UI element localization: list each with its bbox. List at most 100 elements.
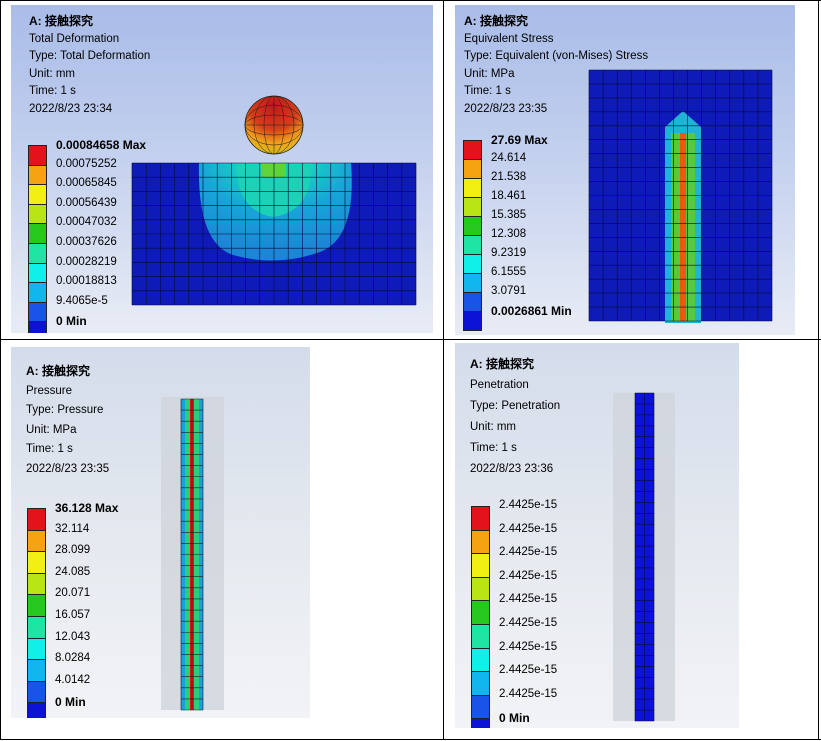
legend-label: 0 Min: [55, 695, 86, 710]
legend-swatch: [28, 321, 47, 333]
legend-label: 27.69 Max: [491, 133, 548, 147]
block-mesh-grid: [131, 162, 417, 306]
result-info: A: 接触探究 Pressure Type: Pressure Unit: MP…: [26, 362, 109, 479]
legend-label: 9.2319: [491, 247, 527, 259]
legend-label: 0.00018813: [56, 275, 117, 288]
result-time: Time: 1 s: [470, 442, 517, 454]
result-unit: Unit: MPa: [26, 423, 77, 436]
result-date: 2022/8/23 23:35: [464, 102, 548, 115]
legend-label: 32.114: [55, 522, 90, 535]
result-name: Pressure: [26, 384, 73, 397]
legend-label: 12.308: [491, 228, 527, 240]
legend-swatch: [463, 311, 482, 331]
legend-swatch: [463, 235, 482, 255]
deformation-core: [236, 163, 312, 217]
legend-swatch: [471, 624, 490, 649]
result-type: Type: Total Deformation: [29, 50, 151, 62]
legend-swatch: [27, 702, 46, 718]
sphere: [244, 95, 304, 155]
legend-label: 2.4425e-15: [499, 499, 558, 511]
legend-swatch: [463, 140, 482, 160]
legend-swatch: [27, 637, 46, 661]
block-mesh-grid: [588, 69, 773, 322]
legend-label: 0.00028219: [56, 255, 117, 268]
result-type: Type: Penetration: [470, 400, 561, 412]
legend-swatch: [471, 671, 490, 696]
legend-label: 2.4425e-15: [499, 664, 558, 677]
table-border-mid: [0, 339, 821, 340]
legend-swatch: [27, 616, 46, 639]
legend-label: 0 Min: [499, 711, 530, 726]
contact-hotspot: [261, 163, 285, 177]
result-name: Equivalent Stress: [464, 32, 554, 45]
legend-label: 3.0791: [491, 285, 527, 297]
analysis-title: A: 接触探究: [464, 14, 528, 28]
legend-swatch: [27, 529, 46, 553]
table-border-left: [0, 0, 1, 740]
legend-label: 0 Min: [56, 314, 87, 329]
result-time: Time: 1 s: [29, 85, 76, 97]
table-border-right: [818, 0, 819, 740]
legend-swatch: [463, 197, 482, 217]
legend-label: 2.4425e-15: [499, 522, 558, 535]
legend-swatch: [471, 600, 490, 625]
table-border-top: [0, 0, 821, 1]
legend-label: 0.00047032: [56, 216, 117, 229]
legend-swatch: [463, 159, 482, 179]
legend-swatch: [27, 551, 46, 574]
legend-label: 6.1555: [491, 266, 527, 278]
legend-label: 16.057: [55, 609, 91, 621]
legend-label: 36.128 Max: [55, 501, 119, 515]
result-unit: Unit: mm: [470, 421, 516, 433]
legend-swatch: [471, 506, 490, 531]
result-name: Penetration: [470, 379, 529, 391]
legend-label: 2.4425e-15: [499, 640, 558, 653]
legend-label: 15.385: [491, 209, 527, 221]
legend-swatch: [463, 292, 482, 312]
result-type: Type: Equivalent (von-Mises) Stress: [464, 50, 649, 62]
stress-peak: [680, 133, 686, 321]
analysis-title: A: 接触探究: [29, 14, 93, 28]
penetration-contour-plot: [613, 392, 675, 722]
result-info: A: 接触探究 Penetration Type: Penetration Un…: [470, 354, 560, 480]
result-unit: Unit: MPa: [464, 67, 515, 80]
legend-label: 0.00037626: [56, 236, 117, 248]
stress-contour-plot: [588, 69, 773, 323]
legend-label: 0.0026861 Min: [491, 304, 572, 318]
legend-swatch: [471, 553, 490, 578]
legend-label: 0.00084658 Max: [56, 138, 147, 152]
legend-swatch: [27, 572, 46, 596]
result-time: Time: 1 s: [464, 85, 511, 97]
legend-label: 2.4425e-15: [499, 687, 558, 700]
total-deformation-panel: A: 接触探究 Total Deformation Type: Total De…: [11, 5, 433, 333]
legend-label: 24.085: [55, 565, 91, 578]
legend-swatch: [27, 680, 46, 704]
legend-label: 18.461: [491, 190, 527, 202]
legend-label: 8.0284: [55, 652, 91, 665]
penetration-panel: A: 接触探究 Penetration Type: Penetration Un…: [455, 343, 739, 728]
result-info: A: 接触探究 Equivalent Stress Type: Equivale…: [464, 13, 648, 118]
legend-label: 0.00075252: [56, 157, 117, 170]
legend-swatch: [463, 254, 482, 274]
table-border-center: [443, 0, 444, 740]
legend-swatch: [471, 529, 490, 555]
legend-label: 0.00056439: [56, 196, 117, 209]
result-time: Time: 1 s: [26, 443, 73, 455]
legend-label: 0.00065845: [56, 177, 117, 190]
legend-label: 21.538: [491, 171, 527, 183]
legend-label: 20.071: [55, 587, 91, 600]
legend-label: 2.4425e-15: [499, 593, 558, 606]
legend-swatch: [27, 594, 46, 617]
pressure-contour-plot: [161, 397, 224, 711]
result-type: Type: Pressure: [26, 404, 104, 416]
legend-swatch: [463, 216, 482, 236]
legend-swatch: [463, 178, 482, 198]
legend-swatch: [27, 659, 46, 682]
legend-label: 4.0142: [55, 673, 91, 686]
result-name: Total Deformation: [29, 32, 120, 45]
analysis-title: A: 接触探究: [470, 357, 534, 371]
legend-swatch: [471, 718, 490, 728]
legend-label: 28.099: [55, 544, 91, 557]
legend-label: 9.4065e-5: [56, 294, 108, 307]
table-border-bottom: [0, 739, 821, 740]
